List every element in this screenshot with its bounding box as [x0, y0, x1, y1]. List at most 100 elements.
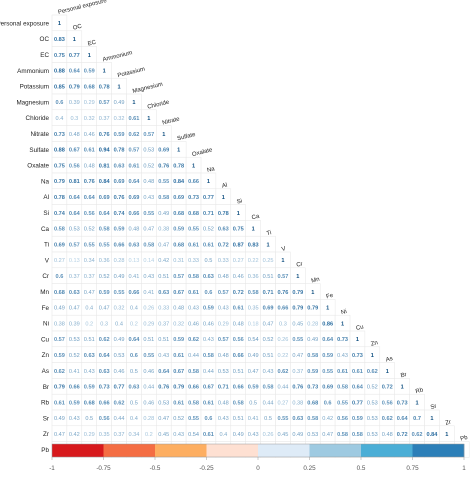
cell-value-label: 0.58 [337, 385, 348, 391]
cell-value-label: 0.43 [203, 337, 214, 343]
cell-value-label: 0.52 [263, 337, 274, 343]
cell-value-label: 0.51 [263, 353, 274, 359]
cell-value-label: 0.71 [203, 211, 214, 217]
cell-value-label: 0.33 [218, 258, 229, 264]
cell-value-label: 0.66 [233, 385, 244, 391]
row-label: Ca [41, 226, 50, 233]
cell-value-label: 0.62 [114, 400, 125, 406]
cell-value-label: 0.4 [130, 416, 138, 422]
cell-value-label: 0.55 [322, 369, 333, 375]
cell-value-label: 0.47 [84, 290, 95, 296]
cell-value-label: 0.68 [84, 400, 95, 406]
cell-value-label: 0.37 [69, 274, 80, 280]
cell-value-label: 0.44 [203, 369, 214, 375]
cell-value-label: 0.66 [188, 179, 199, 185]
cell-value-label: 0.43 [218, 416, 229, 422]
cell-value-label: 0.58 [188, 274, 199, 280]
cell-value-label: 0.59 [352, 416, 363, 422]
cell-value-label: 0.66 [129, 290, 140, 296]
cell-value-label: 0.73 [99, 385, 110, 391]
cell-value-label: 0.56 [84, 211, 95, 217]
cell-value-label: 0.43 [248, 432, 259, 438]
cell-value-label: 0.78 [99, 84, 110, 90]
cell-value-label: 0.44 [143, 385, 154, 391]
cell-value-label: 0.58 [352, 432, 363, 438]
column-label: Rb [415, 387, 425, 395]
cell-value-label: 0.61 [203, 242, 214, 248]
cell-value-label: 1 [415, 400, 418, 406]
cell-value-label: 0.64 [69, 69, 81, 75]
cell-value-label: 1 [356, 337, 359, 343]
cell-value-label: 0.58 [188, 400, 199, 406]
cell-value-label: 0.49 [114, 274, 125, 280]
column-label: Sr [430, 404, 437, 411]
cell-value-label: 0.32 [114, 306, 125, 312]
cell-value-label: 0.51 [143, 337, 154, 343]
cell-value-label: 0.66 [129, 211, 140, 217]
cell-value-label: 0.78 [54, 195, 65, 201]
cell-value-label: 0.43 [263, 369, 274, 375]
cell-value-label: 0.63 [158, 290, 169, 296]
cell-value-label: 0.51 [263, 274, 274, 280]
cell-value-label: 1 [401, 385, 404, 391]
cell-value-label: 0.73 [352, 353, 363, 359]
cell-value-label: 0.62 [99, 337, 110, 343]
cell-value-label: 0.62 [367, 369, 378, 375]
cell-value-label: 0.48 [173, 306, 184, 312]
cell-value-label: 0.6 [205, 416, 213, 422]
cell-value-label: 0.51 [84, 337, 95, 343]
colorbar-tick-label: 0.75 [406, 465, 419, 472]
cell-value-label: 0.43 [173, 432, 184, 438]
row-label: Al [43, 194, 49, 201]
cell-value-label: 0.2 [130, 321, 138, 327]
cell-value-label: 0.28 [114, 258, 125, 264]
cell-value-label: 0.51 [158, 274, 169, 280]
cell-value-label: 0.72 [218, 242, 229, 248]
cell-value-label: 0.48 [69, 132, 80, 138]
cell-value-label: 0.46 [188, 321, 199, 327]
cell-value-label: 0.79 [54, 179, 65, 185]
cell-value-label: 0.45 [292, 321, 303, 327]
cell-value-label: 0.51 [158, 337, 169, 343]
row-label: Potassium [20, 84, 49, 91]
cell-value-label: 0.32 [84, 116, 95, 122]
cell-value-label: 0.63 [114, 163, 125, 169]
cell-value-label: 0.37 [292, 369, 303, 375]
cell-value-label: 0.67 [69, 148, 80, 154]
row-label: EC [40, 52, 49, 59]
cell-value-label: 0.44 [263, 400, 274, 406]
colorbar-tick-label: -1 [49, 465, 55, 472]
cell-value-label: 0.56 [233, 337, 244, 343]
cell-value-label: 0.43 [143, 195, 154, 201]
cell-value-label: 0.75 [233, 227, 244, 233]
row-label: Na [41, 178, 50, 185]
cell-value-label: 0.41 [69, 369, 80, 375]
cell-value-label: 0.49 [114, 337, 125, 343]
row-label: Br [43, 384, 49, 391]
cell-value-label: 0.48 [382, 432, 393, 438]
cell-value-label: 0.37 [84, 274, 95, 280]
cell-value-label: 0.26 [278, 337, 289, 343]
cell-value-label: 0.63 [292, 416, 303, 422]
cell-value-label: 0.56 [382, 400, 393, 406]
cell-value-label: 0.36 [248, 274, 259, 280]
cell-value-label: 0.88 [54, 148, 65, 154]
cell-value-label: 0.37 [114, 432, 125, 438]
cell-value-label: 0.62 [188, 337, 199, 343]
cell-value-label: 0.67 [173, 369, 184, 375]
colorbar-tick-label: 1 [462, 465, 466, 472]
cell-value-label: 0.48 [218, 353, 229, 359]
cell-value-label: 0.66 [188, 385, 199, 391]
cell-value-label: 0.47 [158, 416, 169, 422]
colorbar-tick-label: 0 [256, 465, 260, 472]
cell-value-label: 0.76 [84, 179, 95, 185]
cell-value-label: 0.49 [54, 416, 65, 422]
cell-value-label: 0.45 [278, 432, 289, 438]
colorbar-segment [52, 444, 104, 457]
cell-value-label: 0.84 [427, 432, 439, 438]
row-label: Cr [42, 273, 49, 280]
cell-value-label: 0.83 [248, 242, 259, 248]
cell-value-label: 0.42 [158, 258, 169, 264]
cell-value-label: 0.44 [114, 416, 125, 422]
cell-value-label: 0.64 [322, 337, 334, 343]
